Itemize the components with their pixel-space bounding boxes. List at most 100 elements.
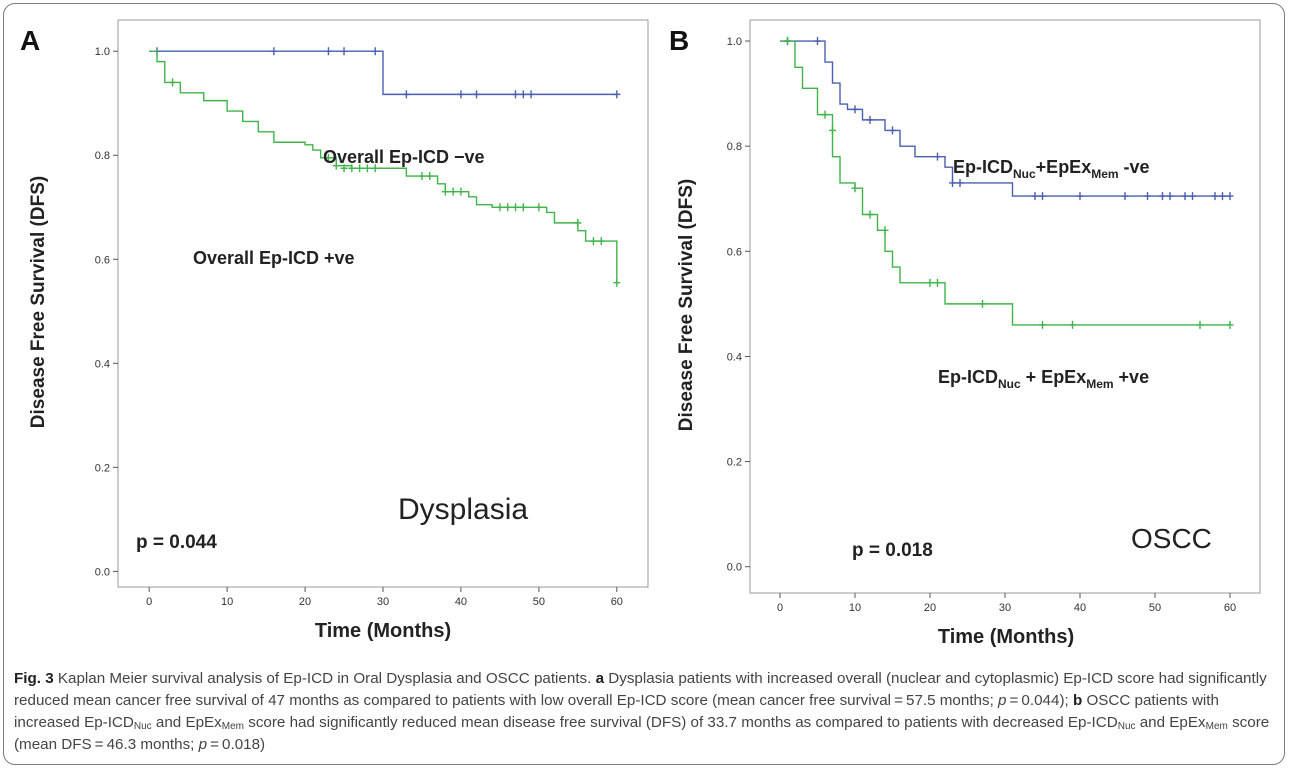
panel-b-series-1-censor-mark — [821, 110, 829, 119]
panel-a-series-0-censor-mark — [473, 90, 481, 99]
panel-b-xtick-label: 40 — [1074, 602, 1086, 614]
panel-b-ytick-label: 0.0 — [727, 562, 742, 574]
panel-b-series-0-censor-mark — [1159, 192, 1166, 201]
panel-b-oscc-annotation: OSCC — [1131, 523, 1212, 554]
panel-b-xtick-label: 60 — [1224, 602, 1236, 614]
panel-a-ytick-label: 0.8 — [95, 150, 110, 162]
panel-a-ytick-label: 0.6 — [95, 254, 110, 266]
panel-b-series-0-censor-mark — [1144, 192, 1151, 201]
panel-b-xtick-label: 10 — [849, 602, 861, 614]
panel-b-ytick-label: 0.2 — [727, 457, 742, 469]
panel-b-ytick-label: 0.4 — [727, 351, 742, 363]
caption-b-text-3: score had significantly reduced mean dis… — [244, 714, 1118, 731]
panel-b-series-0-censor-mark — [851, 105, 859, 114]
caption-a-text-1: Dysplasia patients with increased overal… — [14, 670, 1267, 709]
panel-b-xtick-label: 0 — [777, 602, 783, 614]
panel-a-ytick-label: 1.0 — [95, 46, 110, 58]
panel-a-series-1-censor-mark — [457, 187, 465, 196]
panel-b-series-0-censor-mark — [1226, 192, 1234, 201]
panel-b-letter: B — [669, 25, 689, 56]
panel-a-series-1-censor-mark — [332, 161, 340, 170]
panel-a-series-0-censor-mark — [512, 90, 519, 99]
caption-b-text-4: and EpEx — [1135, 714, 1206, 731]
panel-a-xtick-label: 10 — [221, 596, 233, 608]
caption-title: Kaplan Meier survival analysis of Ep-ICD… — [53, 670, 596, 687]
panel-b-series-1-censor-mark — [866, 210, 874, 219]
panel-a-plot-frame — [117, 19, 649, 588]
caption-b-sub-nuc-2: Nuc — [1117, 721, 1136, 732]
panel-a-xtick-label: 0 — [146, 596, 152, 608]
caption-b-text-6: = 0.018) — [207, 736, 266, 753]
panel-b-series-0-censor-mark — [1189, 192, 1196, 201]
panel-a-series-1-censor-mark — [496, 203, 504, 212]
panel-b-series-1-censor-mark — [934, 278, 941, 287]
panel-a-series-1-censor-mark — [363, 164, 371, 173]
panel-a-label-negative: Overall Ep-ICD −ve — [323, 147, 485, 167]
panel-b-series-0-censor-mark — [889, 126, 896, 135]
panel-a-series-1-censor-mark — [169, 78, 177, 87]
panel-b-y-axis-label: Disease Free Survival (DFS) — [676, 179, 697, 431]
panel-a-series-1-censor-mark — [449, 187, 457, 196]
caption-a-p: p — [998, 692, 1007, 709]
panel-b-series-1-censor-mark — [829, 126, 836, 135]
panel-a-xtick-label: 50 — [533, 596, 545, 608]
panel-b-x-axis-label: Time (Months) — [938, 626, 1074, 648]
figure-caption: Fig. 3 Kaplan Meier survival analysis of… — [14, 668, 1276, 756]
panel-b-series-0-censor-mark — [956, 178, 964, 187]
panel-b-label-negative: Ep-ICDNuc+EpExMem -ve — [953, 157, 1150, 181]
panel-a-series-1-censor-mark — [371, 164, 379, 173]
caption-b-p: p — [198, 736, 208, 753]
panel-b-series-1-censor-mark — [1069, 320, 1076, 329]
panel-b-series-0-censor-mark — [1076, 192, 1084, 201]
panel-b-series-0-censor-mark — [1211, 192, 1219, 201]
panel-a-series-0-censor-mark — [324, 47, 332, 56]
panel-a-series-0-censor-mark — [527, 90, 535, 99]
panel-a-series-1-censor-mark — [613, 278, 621, 287]
panel-a-ytick-label: 0.4 — [95, 358, 110, 370]
caption-a-label: a — [595, 670, 605, 687]
caption-b-text-2: and EpEx — [151, 714, 222, 731]
panel-a-series-0-censor-mark — [519, 90, 527, 99]
panel-a-pvalue: p = 0.044 — [136, 532, 217, 553]
panel-b-series-1-censor-mark — [1039, 320, 1046, 329]
panel-b-series-0-censor-mark — [1181, 192, 1189, 201]
panel-b-ytick-label: 1.0 — [727, 36, 742, 48]
panel-b-series-0-censor-mark — [1121, 192, 1129, 201]
panel-b-series-1-censor-mark — [1226, 320, 1234, 329]
figure-frame — [3, 3, 1285, 765]
panel-b-xtick-label: 20 — [924, 602, 936, 614]
panel-b-ytick-label: 0.6 — [727, 246, 742, 258]
panel-a-series-1-censor-mark — [597, 237, 605, 246]
panel-a-series-1-censor-mark — [418, 172, 426, 181]
caption-b-label: b — [1072, 692, 1083, 709]
panel-a-series-0-censor-mark — [402, 90, 410, 99]
panel-b-series-0-curve — [780, 40, 1230, 197]
panel-b-series-1-censor-mark — [881, 226, 889, 235]
panel-b: B Disease Free Survival (DFS) Time (Mont… — [669, 19, 1261, 648]
caption-a-text-2: = 0.044); — [1006, 692, 1073, 709]
panel-a-series-1-censor-mark — [356, 164, 364, 173]
panel-a-series-0-censor-mark — [457, 90, 465, 99]
panel-a-series-1-censor-mark — [504, 203, 512, 212]
panel-b-label-positive: Ep-ICDNuc + EpExMem +ve — [938, 367, 1149, 391]
panel-a-series-1-censor-mark — [519, 203, 527, 212]
panel-a-series-1-censor-mark — [589, 237, 597, 246]
panel-a-series-1-censor-mark — [324, 153, 332, 162]
panel-b-series-0-censor-mark — [1219, 192, 1226, 201]
panel-a-series-0-censor-mark — [270, 47, 278, 56]
panel-a-series-0-censor-mark — [340, 47, 348, 56]
panel-b-series-1-censor-mark — [979, 299, 986, 308]
panel-a-series-1-censor-mark — [535, 203, 543, 212]
panel-a-series-0-censor-mark — [371, 47, 379, 56]
panel-a-ytick-label: 0.2 — [95, 462, 110, 474]
panel-a-y-axis-label: Disease Free Survival (DFS) — [28, 176, 49, 428]
panel-b-series-1-censor-mark — [1196, 320, 1204, 329]
panel-b-series-0-censor-mark — [1166, 192, 1174, 201]
panel-a-series-1-censor-mark — [574, 218, 582, 227]
caption-b-sub-mem-2: Mem — [1205, 721, 1228, 732]
panel-a-series-1-censor-mark — [512, 203, 519, 212]
caption-b-text-1: OSCC patients with increased Ep-ICD — [14, 692, 1219, 731]
panel-a-letter: A — [20, 25, 40, 56]
panel-a-series-1-censor-mark — [340, 164, 348, 173]
panel-b-series-0-censor-mark — [949, 178, 956, 187]
